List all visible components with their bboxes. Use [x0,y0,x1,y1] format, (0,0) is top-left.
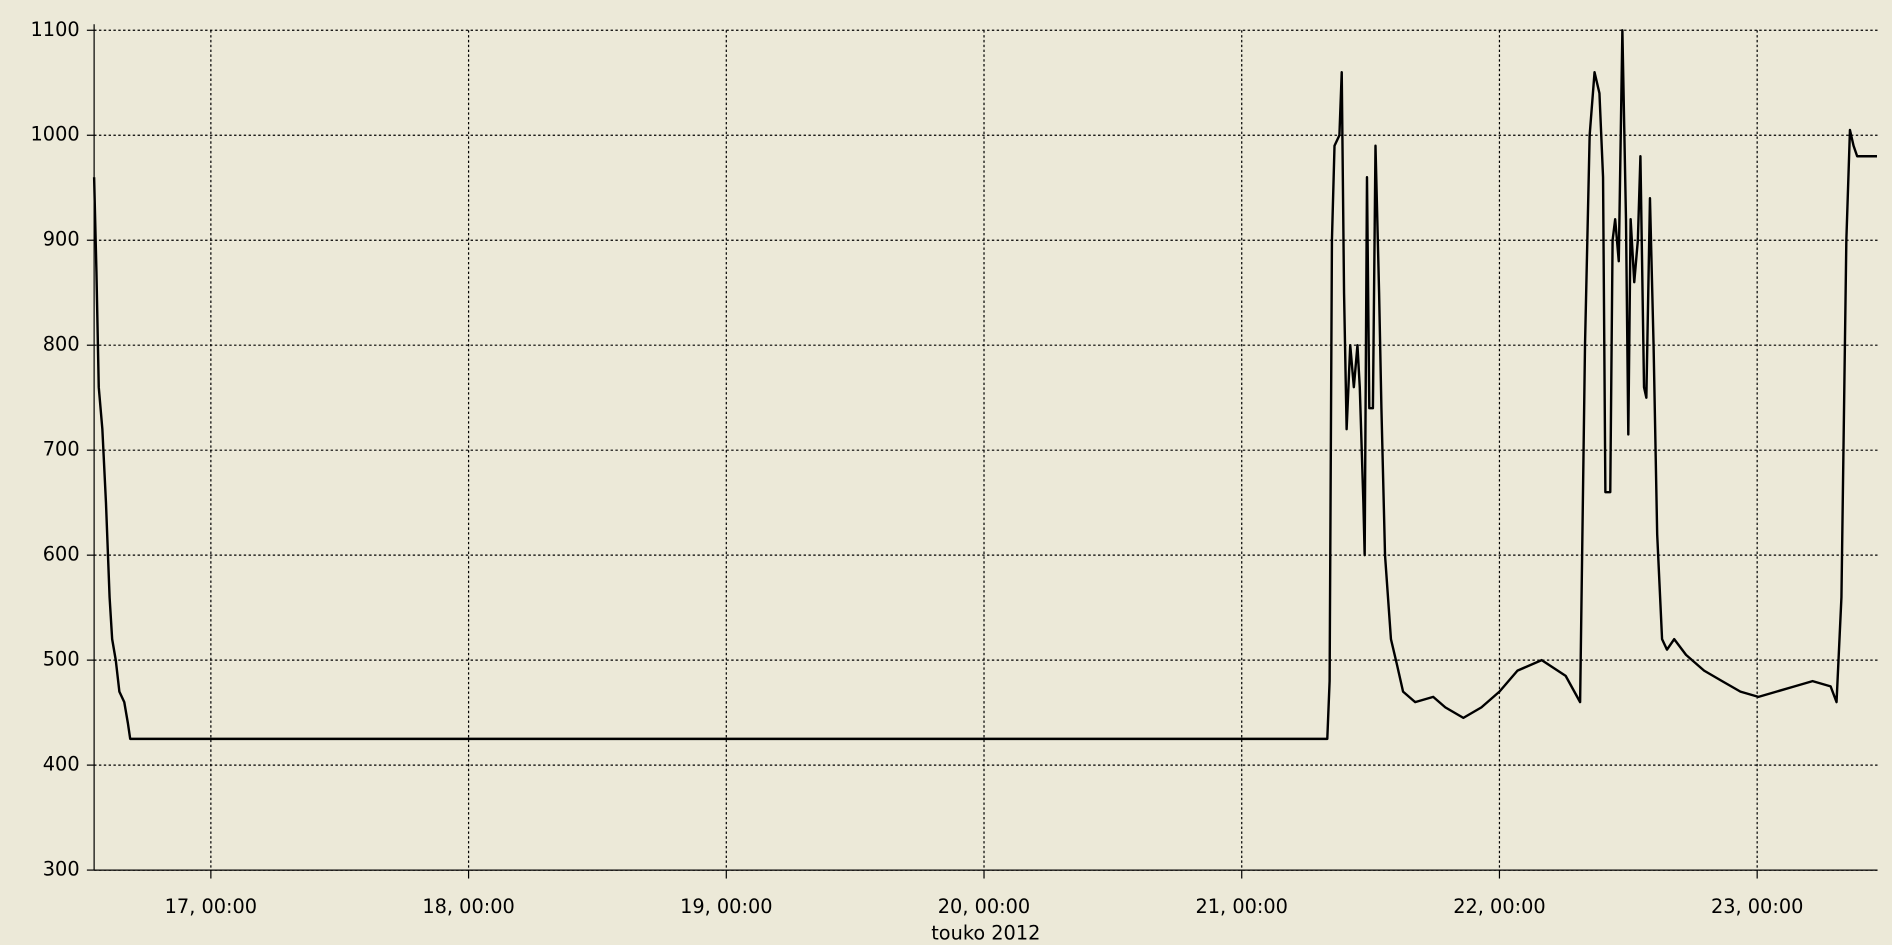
y-tick-label: 400 [43,753,80,776]
x-tick-label: 18, 00:00 [422,895,514,918]
x-tick-label: 22, 00:00 [1453,895,1545,918]
y-tick-label: 1000 [31,123,80,146]
x-axis-label: touko 2012 [931,922,1040,945]
y-tick-label: 900 [43,228,80,251]
x-tick-label: 20, 00:00 [938,895,1030,918]
x-tick-label: 19, 00:00 [680,895,772,918]
y-tick-label: 600 [43,543,80,566]
x-tick-label: 21, 00:00 [1196,895,1288,918]
x-tick-label: 23, 00:00 [1711,895,1803,918]
data-line [92,29,1878,741]
y-tick-label: 500 [43,648,80,671]
x-tick-label: 17, 00:00 [165,895,257,918]
y-tick-label: 300 [43,858,80,881]
y-tick-label: 1100 [31,18,80,41]
y-tick-label: 700 [43,438,80,461]
grid [94,29,1878,871]
y-tick-label: 800 [43,333,80,356]
